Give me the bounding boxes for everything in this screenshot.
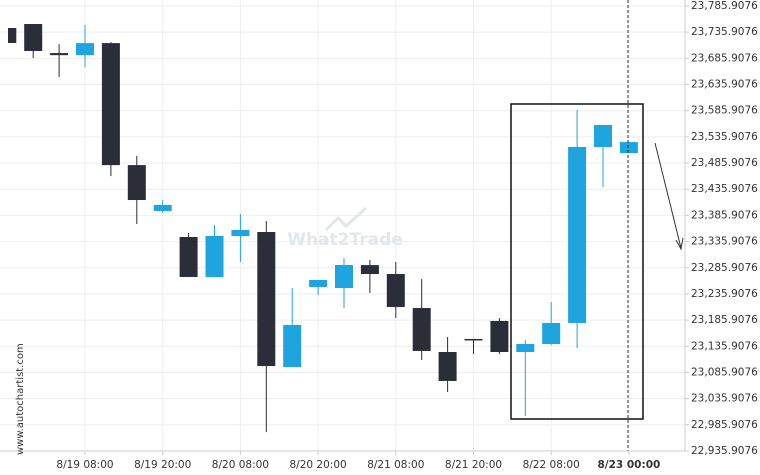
candle-body xyxy=(438,352,457,381)
x-tick-label: 8/22 08:00 xyxy=(523,459,580,471)
candle-body xyxy=(594,125,612,147)
candle-body xyxy=(153,204,172,211)
y-tick-label: 23,635.9076 xyxy=(691,79,758,91)
candle-body xyxy=(516,343,535,353)
y-tick-label: 23,785.9076 xyxy=(691,0,758,12)
y-tick-label: 23,685.9076 xyxy=(691,52,758,64)
y-tick-label: 23,335.9076 xyxy=(691,236,758,248)
candle-body xyxy=(542,322,561,344)
candle-body xyxy=(412,308,431,351)
y-tick-label: 22,985.9076 xyxy=(691,419,758,431)
candle-body xyxy=(205,235,224,278)
x-tick-label: 8/21 20:00 xyxy=(445,459,502,471)
x-tick-label: 8/19 08:00 xyxy=(56,459,113,471)
candle-body xyxy=(490,320,509,353)
y-tick-label: 23,035.9076 xyxy=(691,393,758,405)
x-tick-label: 8/21 08:00 xyxy=(367,459,424,471)
source: www.autochartist.com xyxy=(15,343,26,455)
arrow-head xyxy=(675,237,684,251)
candle-body xyxy=(257,232,276,366)
candle-body xyxy=(619,142,638,154)
watermark-icon xyxy=(324,206,368,232)
y-tick-label: 23,185.9076 xyxy=(691,314,758,326)
y-tick-label: 23,535.9076 xyxy=(691,131,758,143)
candle-body xyxy=(283,324,302,367)
y-tick-label: 23,435.9076 xyxy=(691,183,758,195)
candle-body xyxy=(231,230,250,236)
watermark: What2Trade xyxy=(287,230,403,250)
candle-body xyxy=(76,43,94,56)
candle-body xyxy=(8,27,17,44)
candle-body xyxy=(50,53,69,56)
y-tick-label: 23,135.9076 xyxy=(691,340,758,352)
pattern-box xyxy=(510,103,644,420)
y-tick-label: 22,935.9076 xyxy=(691,445,758,457)
y-tick-label: 23,235.9076 xyxy=(691,288,758,300)
candle-body xyxy=(24,24,43,51)
x-tick-label: 8/20 08:00 xyxy=(212,459,269,471)
candle-body xyxy=(179,236,198,277)
candle-body xyxy=(127,165,146,201)
candle-body xyxy=(101,43,120,166)
x-tick-label: 8/19 20:00 xyxy=(134,459,191,471)
candle-body xyxy=(335,264,353,288)
y-tick-label: 23,285.9076 xyxy=(691,262,758,274)
x-tick-label: 8/20 20:00 xyxy=(290,459,347,471)
candle-body xyxy=(568,146,587,323)
candle-body xyxy=(386,273,405,307)
candle-body xyxy=(360,265,379,274)
y-tick-label: 23,085.9076 xyxy=(691,366,758,378)
candle-body xyxy=(309,279,328,287)
y-tick-label: 23,585.9076 xyxy=(691,105,758,117)
forecast-arrow xyxy=(654,142,682,249)
y-tick-label: 23,385.9076 xyxy=(691,209,758,221)
y-tick-label: 23,485.9076 xyxy=(691,157,758,169)
candle-body xyxy=(464,338,483,341)
y-tick-label: 23,735.9076 xyxy=(691,26,758,38)
x-tick-label: 8/23 00:00 xyxy=(597,459,660,471)
